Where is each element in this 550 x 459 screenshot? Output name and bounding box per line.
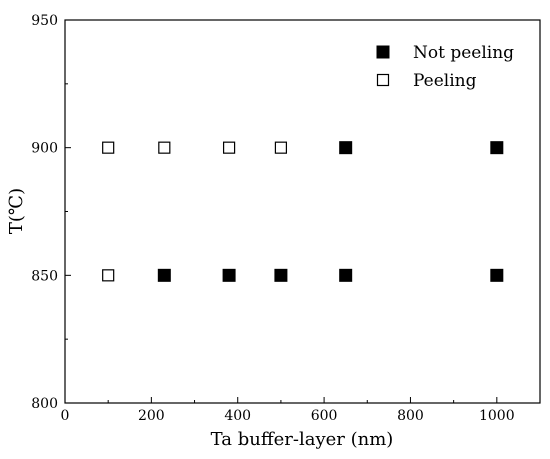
data-point-not-peeling xyxy=(222,268,236,282)
data-point-not-peeling xyxy=(157,268,171,282)
data-point-peeling xyxy=(274,141,288,154)
x-tick-label: 0 xyxy=(61,408,70,424)
data-point-peeling xyxy=(222,141,236,154)
data-point-peeling xyxy=(102,141,115,154)
legend-marker-not-peeling xyxy=(376,45,390,59)
legend-marker-peeling xyxy=(376,73,390,87)
x-tick-label: 200 xyxy=(138,408,165,424)
data-point-not-peeling xyxy=(339,141,353,155)
x-tick-label: 800 xyxy=(397,408,424,424)
x-axis-label: Ta buffer-layer (nm) xyxy=(211,429,394,450)
legend: Not peeling Peeling xyxy=(376,43,514,91)
x-tick-label: 1000 xyxy=(479,408,515,424)
data-point-peeling xyxy=(158,141,171,154)
y-axis-label: T(℃) xyxy=(6,188,27,234)
y-tick-label: 800 xyxy=(31,396,58,412)
data-point-not-peeling xyxy=(339,268,353,282)
legend-label-not-peeling: Not peeling xyxy=(413,43,514,63)
data-point-not-peeling xyxy=(274,268,288,282)
data-point-not-peeling xyxy=(490,141,504,155)
data-point-not-peeling xyxy=(490,268,504,282)
legend-label-peeling: Peeling xyxy=(413,71,477,91)
y-tick-label: 950 xyxy=(31,13,58,29)
y-axis: 800 850 900 950 xyxy=(31,13,71,412)
x-tick-label: 400 xyxy=(224,408,251,424)
data-points xyxy=(102,141,504,282)
data-point-peeling xyxy=(102,269,115,282)
x-axis: 0 200 400 600 800 1000 xyxy=(61,397,515,424)
x-tick-label: 600 xyxy=(311,408,338,424)
y-tick-label: 850 xyxy=(31,268,58,284)
y-tick-label: 900 xyxy=(31,141,58,157)
